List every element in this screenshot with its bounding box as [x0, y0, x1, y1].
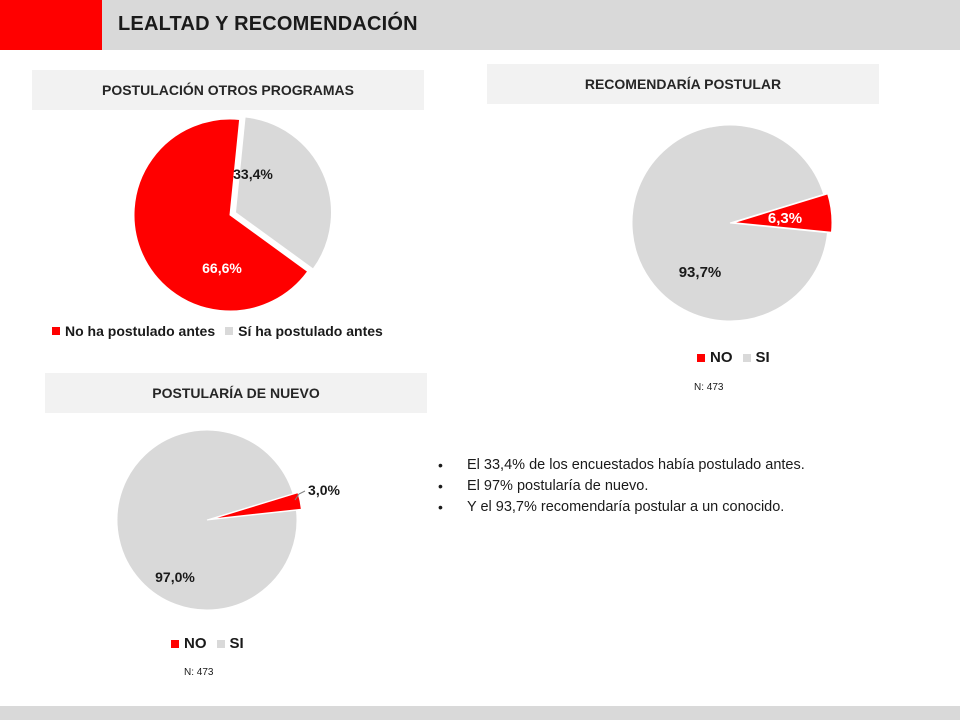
footer-bar: [0, 706, 960, 720]
legend-item: Sí ha postulado antes: [225, 323, 383, 339]
pie-chart-recomendaria: 6,3% 93,7%: [631, 124, 833, 322]
pie-slice-red: [733, 193, 833, 233]
legend-label: No ha postulado antes: [65, 323, 216, 339]
legend-label: SI: [229, 635, 244, 652]
data-label: 6,3%: [768, 210, 802, 227]
legend-label: SI: [755, 349, 770, 366]
chart-title-nuevo: POSTULARÍA DE NUEVO: [45, 373, 427, 413]
legend-swatch-red: [697, 353, 705, 362]
summary-bullets: • El 33,4% de los encuestados había postu…: [436, 455, 936, 518]
legend-recomendaria: NO SI: [697, 349, 780, 366]
bullet-dot: •: [438, 499, 443, 515]
bullet-dot: •: [438, 457, 443, 473]
data-label: 3,0%: [308, 482, 340, 498]
legend-item: NO: [697, 349, 733, 366]
legend-label: Sí ha postulado antes: [238, 323, 383, 339]
legend-swatch-gray: [742, 353, 751, 362]
header-bar: [0, 0, 960, 50]
legend-item: SI: [216, 635, 244, 652]
legend-nuevo: NO SI: [171, 635, 254, 652]
data-label: 33,4%: [233, 166, 273, 182]
data-label: 93,7%: [679, 264, 722, 281]
legend-item: NO: [171, 635, 207, 652]
sample-size-label: N: 473: [184, 667, 214, 678]
chart-title-recomendaria: RECOMENDARÍA POSTULAR: [487, 64, 879, 104]
bullet-text: El 33,4% de los encuestados había postul…: [467, 457, 805, 473]
legend-swatch-gray: [225, 327, 234, 335]
pie-slice-red: [211, 492, 302, 520]
bullet-item: • El 33,4% de los encuestados había postu…: [436, 455, 936, 476]
header-accent: [0, 0, 102, 50]
legend-item: SI: [742, 349, 770, 366]
sample-size-label: N: 473: [694, 382, 724, 393]
pie-slice-gray: [116, 429, 298, 611]
bullet-text: Y el 93,7% recomendaría postular a un co…: [467, 499, 785, 515]
pie-slice-gray: [631, 124, 829, 322]
legend-postulacion: No ha postulado antes Sí ha postulado an…: [52, 323, 393, 339]
pie-chart-nuevo: 3,0% 97,0%: [116, 429, 341, 611]
pie-slice-gray: [234, 116, 332, 270]
bullet-item: • El 97% postularía de nuevo.: [436, 476, 936, 497]
data-label: 66,6%: [202, 260, 242, 276]
legend-swatch-red: [52, 327, 60, 335]
page-title: LEALTAD Y RECOMENDACIÓN: [118, 13, 418, 35]
bullet-item: • Y el 93,7% recomendaría postular a un c…: [436, 497, 936, 518]
data-label: 97,0%: [155, 569, 195, 585]
legend-label: NO: [710, 349, 733, 366]
legend-label: NO: [184, 635, 207, 652]
legend-item: No ha postulado antes: [52, 323, 215, 339]
chart-title-postulacion: POSTULACIÓN OTROS PROGRAMAS: [32, 70, 424, 110]
bullet-text: El 97% postularía de nuevo.: [467, 478, 649, 494]
leader-line: [294, 490, 306, 501]
bullet-dot: •: [438, 478, 443, 494]
pie-slice-red: [133, 118, 309, 312]
pie-chart-postulacion: 66,6% 33,4%: [133, 116, 332, 312]
legend-swatch-gray: [216, 639, 225, 648]
legend-swatch-red: [171, 639, 179, 648]
